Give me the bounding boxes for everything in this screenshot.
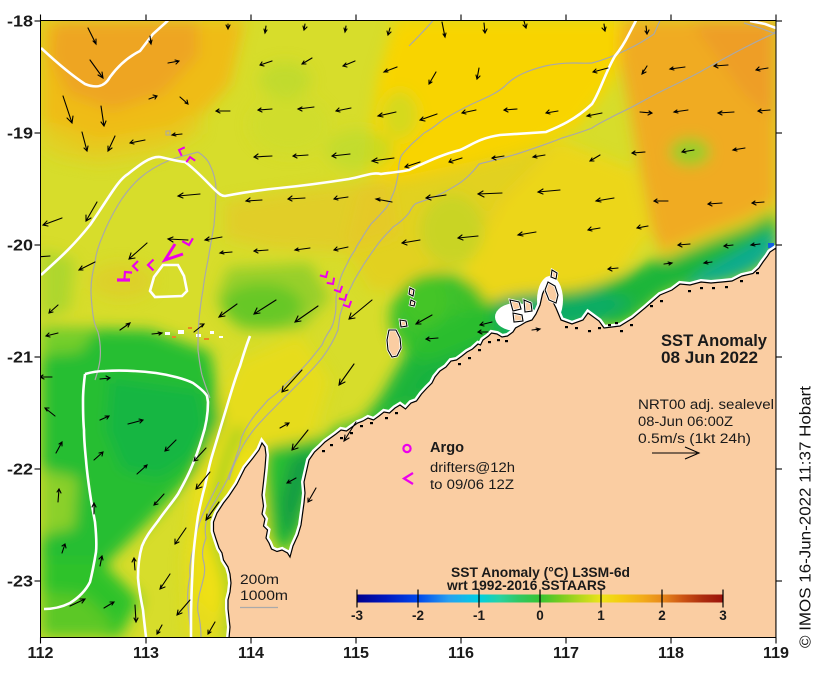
svg-text:Argo: Argo	[430, 440, 464, 456]
svg-text:-21: -21	[7, 350, 33, 367]
svg-text:SST Anomaly (°C) L3SM-6d: SST Anomaly (°C) L3SM-6d	[451, 565, 630, 580]
svg-text:118: 118	[658, 645, 684, 662]
svg-text:-3: -3	[351, 608, 363, 623]
svg-text:08 Jun 2022: 08 Jun 2022	[661, 349, 758, 367]
svg-text:114: 114	[238, 645, 264, 662]
svg-text:115: 115	[343, 645, 369, 662]
svg-text:drifters@12h: drifters@12h	[430, 460, 515, 475]
svg-text:1: 1	[597, 608, 605, 623]
svg-text:-20: -20	[7, 238, 33, 255]
svg-text:116: 116	[448, 645, 474, 662]
svg-text:NRT00 adj. sealevel: NRT00 adj. sealevel	[638, 397, 774, 412]
svg-text:119: 119	[763, 645, 789, 662]
svg-text:1000m: 1000m	[240, 588, 288, 603]
svg-text:-18: -18	[7, 14, 33, 31]
svg-text:© IMOS 16-Jun-2022 11:37 Hobar: © IMOS 16-Jun-2022 11:37 Hobart	[798, 385, 815, 648]
svg-text:3: 3	[719, 608, 727, 623]
svg-text:-2: -2	[412, 608, 424, 623]
svg-text:112: 112	[28, 645, 54, 662]
svg-text:0: 0	[536, 608, 544, 623]
svg-text:wrt 1992-2016 SSTAARS: wrt 1992-2016 SSTAARS	[446, 578, 606, 593]
svg-text:-22: -22	[7, 462, 33, 479]
svg-text:117: 117	[553, 645, 579, 662]
svg-text:-23: -23	[7, 574, 33, 591]
svg-text:-19: -19	[7, 126, 33, 143]
svg-text:to 09/06 12Z: to 09/06 12Z	[430, 477, 514, 492]
svg-text:200m: 200m	[240, 572, 279, 587]
svg-text:08-Jun 06:00Z: 08-Jun 06:00Z	[638, 414, 733, 429]
svg-text:0.5m/s (1kt 24h): 0.5m/s (1kt 24h)	[638, 431, 751, 446]
svg-text:SST Anomaly: SST Anomaly	[661, 332, 768, 350]
svg-text:2: 2	[658, 608, 666, 623]
svg-text:-1: -1	[473, 608, 485, 623]
svg-text:113: 113	[133, 645, 159, 662]
